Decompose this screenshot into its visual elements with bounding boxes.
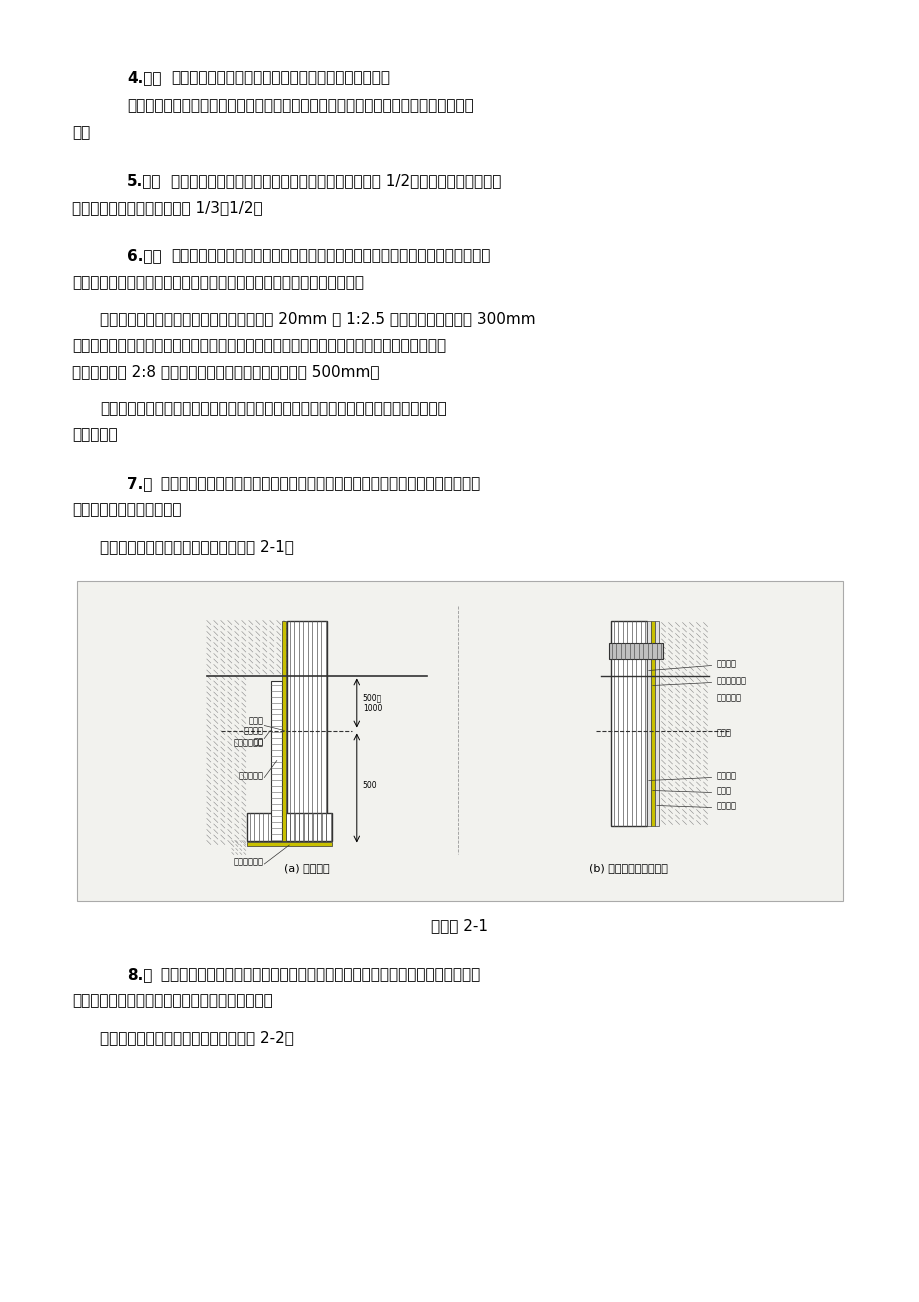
Text: 热沥青二道: 热沥青二道 — [716, 693, 741, 702]
Text: 基础的类型按其形式不同可以分为条形基础、独立基础、井格基础、片筏基础和箱形基: 基础的类型按其形式不同可以分为条形基础、独立基础、井格基础、片筏基础和箱形基 — [127, 99, 473, 113]
Text: 水泥砂浆: 水泥砂浆 — [716, 771, 736, 780]
Text: 防潮目的。: 防潮目的。 — [72, 427, 118, 443]
Text: 地下室外墙和底板只受到土层中潮气的影响，这时，一般只做防潮处理。: 地下室外墙和底板只受到土层中潮气的影响，这时，一般只做防潮处理。 — [72, 275, 364, 290]
Text: 作业图 2-1: 作业图 2-1 — [431, 918, 488, 934]
Text: 外地坪的高度为该房间净高的 1/3－1/2。: 外地坪的高度为该房间净高的 1/3－1/2。 — [72, 201, 262, 215]
Text: 防水层: 防水层 — [716, 786, 731, 796]
Text: 水泥砂浆填实: 水泥砂浆填实 — [233, 738, 263, 747]
Text: 5.答：: 5.答： — [127, 173, 162, 189]
Text: 冷底子油一道: 冷底子油一道 — [716, 676, 745, 685]
Text: 最高地: 最高地 — [716, 728, 731, 737]
Text: (a) 外包防水: (a) 外包防水 — [284, 863, 329, 874]
Text: 地下室顶板和底板中间位置应设置水平防潮层，使整个地下室防潮层连成整体，以达到: 地下室顶板和底板中间位置应设置水平防潮层，使整个地下室防潮层连成整体，以达到 — [100, 401, 447, 417]
Bar — [77, 581, 842, 901]
Text: 半砖保护墙: 半砖保护墙 — [238, 771, 263, 780]
Text: 500～
1000: 500～ 1000 — [362, 693, 381, 712]
Text: 以上），然后涂冷底子油一道和热沥青两道（至散水底），最后在其外侧回填低渗透性土隔水: 以上），然后涂冷底子油一道和热沥青两道（至散水底），最后在其外侧回填低渗透性土隔… — [72, 339, 446, 353]
Text: 的。分为普通混凝土和掺外加剂防水混凝土两类。: 的。分为普通混凝土和掺外加剂防水混凝土两类。 — [72, 993, 272, 1009]
Text: 混凝土防水结构是由防水混凝土依靠其材料本身的憎水性和密实性来达到防水目: 混凝土防水结构是由防水混凝土依靠其材料本身的憎水性和密实性来达到防水目 — [156, 967, 481, 982]
Bar — [246, 812, 332, 841]
Text: 7.答: 7.答 — [127, 477, 153, 491]
Text: 500: 500 — [362, 781, 377, 790]
Text: 最高地下: 最高地下 — [243, 727, 263, 736]
Bar — [246, 841, 332, 846]
Bar — [610, 621, 646, 825]
Bar — [282, 621, 286, 841]
Text: 防水层: 防水层 — [248, 716, 263, 725]
Text: 地下室外墙的防潮做法是：在外墙外侧先抹 20mm 厚 1:2.5 水泥砂浆（高出散水 300mm: 地下室外墙的防潮做法是：在外墙外侧先抹 20mm 厚 1:2.5 水泥砂浆（高出… — [100, 311, 535, 327]
Text: 基础按材料和受力情况分为刚性基础和柔性基础两种。: 基础按材料和受力情况分为刚性基础和柔性基础两种。 — [171, 70, 390, 85]
Text: 础。: 础。 — [72, 125, 90, 141]
Text: 干铺油毡一层: 干铺油毡一层 — [233, 858, 263, 867]
Text: 当最高地下水位低于地下室地坪且无滞水可能时，地下水不会直接浸入地下室。: 当最高地下水位低于地下室地坪且无滞水可能时，地下水不会直接浸入地下室。 — [171, 249, 490, 263]
Text: 水位: 水位 — [253, 737, 263, 746]
Text: 4.答：: 4.答： — [127, 70, 162, 85]
Text: 8.答: 8.答 — [127, 967, 153, 982]
Text: 6.答：: 6.答： — [127, 249, 162, 263]
Text: 地下室必须采取防水处理。: 地下室必须采取防水处理。 — [72, 503, 181, 517]
Text: 全地下室地面低于室外地坪的高度大于该房间净高的 1/2；半地下室地面低于室: 全地下室地面低于室外地坪的高度大于该房间净高的 1/2；半地下室地面低于室 — [171, 173, 501, 189]
Bar — [287, 621, 326, 841]
Bar — [651, 621, 653, 825]
Bar — [653, 621, 658, 825]
Text: 地下室沥青卷材外防水的做法如作业图 2-1：: 地下室沥青卷材外防水的做法如作业图 2-1： — [100, 539, 293, 553]
Text: 水泥砂浆: 水泥砂浆 — [716, 801, 736, 810]
Text: 水泥砂浆: 水泥砂浆 — [716, 659, 736, 668]
Bar — [271, 681, 282, 841]
Text: 当最高地下水位高于地下室地坪时，地下室的外墙和底板都泡在水中。这时，对: 当最高地下水位高于地下室地坪时，地下室的外墙和底板都泡在水中。这时，对 — [156, 477, 481, 491]
Bar — [607, 642, 663, 659]
Text: (b) 墙身防水层收头处理: (b) 墙身防水层收头处理 — [588, 863, 667, 874]
Bar — [646, 621, 651, 825]
Text: 层。北方常用 2:8 灰土，南方常用炉渣，其宽度不少于 500mm。: 层。北方常用 2:8 灰土，南方常用炉渣，其宽度不少于 500mm。 — [72, 365, 380, 379]
Text: 地下室防水混凝土防水的做法如作业图 2-2：: 地下室防水混凝土防水的做法如作业图 2-2： — [100, 1030, 293, 1046]
